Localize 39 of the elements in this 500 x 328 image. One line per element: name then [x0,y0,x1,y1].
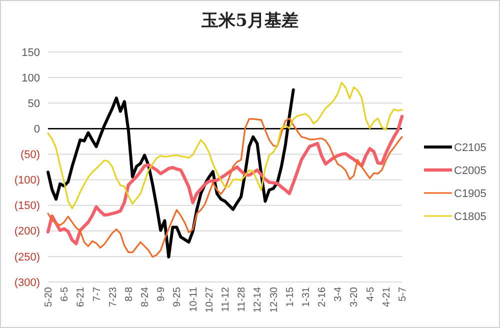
y-tick-label: (200) [14,226,40,238]
x-tick-label: 9-25 [172,286,184,308]
y-tick-label: (150) [14,200,40,212]
x-tick-label: 10-11 [188,286,200,312]
x-tick-label: 7-23 [108,286,119,308]
y-tick-label: (100) [14,174,40,187]
y-tick-label: 0 [34,124,40,136]
y-tick-label: (250) [14,251,40,264]
x-tick-label: 11-12 [220,286,232,312]
x-tick-label: 1-31 [300,286,312,308]
y-tick-label: (50) [20,149,40,162]
x-tick-label: 8-24 [140,286,152,308]
y-tick-label: 100 [22,72,40,84]
x-tick-label: 3-4 [333,286,344,302]
y-tick-label: (300) [14,276,40,289]
x-tick-label: 5-20 [44,286,54,308]
line-series [47,82,403,210]
x-tick-label: 1-15 [284,286,296,308]
legend-label: C2005 [454,164,486,177]
x-tick-label: 5-7 [398,286,408,302]
chart-title: 玉米5月基差 [200,11,298,31]
x-tick-label: 6-21 [76,286,87,308]
x-tick-label: 6-5 [60,286,71,302]
x-tick-label: 11-28 [236,286,248,312]
x-tick-label: 12-14 [252,286,264,313]
x-tick-label: 7-7 [92,286,103,302]
x-tick-label: 8-8 [124,286,135,302]
legend-label: C1905 [454,188,486,200]
y-tick-label: 150 [22,46,40,59]
y-tick-label: 50 [28,98,40,110]
x-tick-label: 9-9 [156,286,168,302]
x-tick-label: 10-27 [204,286,216,313]
x-tick-label: 2-16 [317,286,328,308]
x-tick-label: 4-21 [381,286,392,308]
legend-label: C2105 [454,142,486,154]
x-tick-label: 12-30 [268,286,280,313]
x-tick-label: 4-5 [365,286,376,302]
legend-label: C1805 [454,210,486,223]
x-tick-label: 3-20 [349,286,360,308]
